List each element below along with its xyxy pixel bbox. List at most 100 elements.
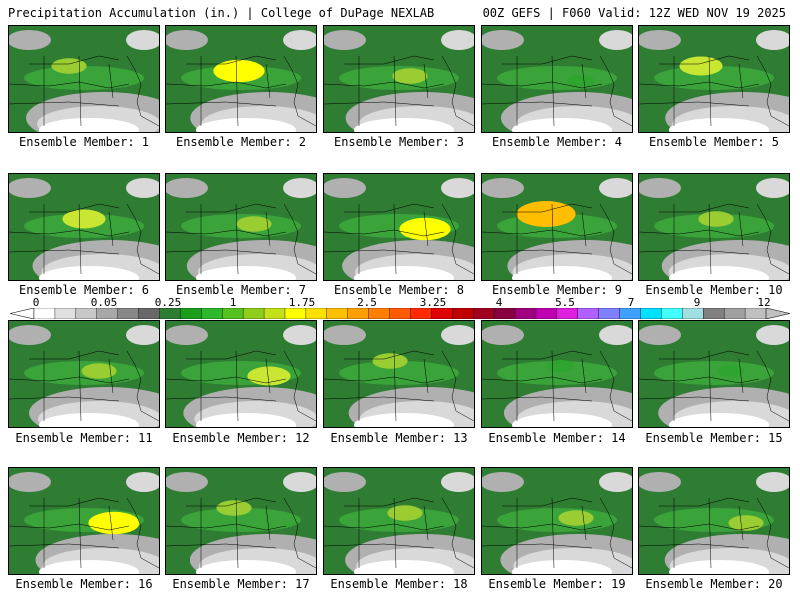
max-precip-area (216, 500, 252, 516)
state-borders (9, 497, 159, 569)
max-precip-area (236, 216, 272, 232)
colorbar-swatch (96, 308, 119, 319)
max-precip-area (81, 363, 117, 379)
dry-area (669, 560, 769, 574)
colorbar-swatch (389, 308, 411, 319)
max-precip-area (213, 59, 265, 83)
state-borders (482, 203, 632, 275)
colorbar-swatch (577, 308, 600, 319)
colorbar-swatch (368, 308, 391, 319)
colorbar-swatch (493, 308, 516, 319)
state-borders (639, 203, 789, 275)
state-borders (324, 350, 474, 422)
precip-map (639, 468, 789, 574)
colorbar-swatch (347, 308, 370, 319)
ensemble-member-label: Ensemble Member: 14 (488, 431, 626, 445)
colorbar-swatch (117, 308, 140, 319)
precip-map (9, 321, 159, 427)
state-borders (482, 55, 632, 127)
ensemble-panel (8, 320, 160, 428)
precip-map (9, 468, 159, 574)
state-borders (639, 350, 789, 422)
precip-map (166, 468, 316, 574)
max-precip-area (387, 505, 423, 521)
precip-map (639, 174, 789, 280)
colorbar-swatch (180, 308, 202, 319)
dry-area (669, 266, 769, 280)
ensemble-member-label: Ensemble Member: 7 (175, 283, 307, 297)
colorbar-swatch (619, 308, 642, 319)
colorbar-swatch (284, 308, 307, 319)
colorbar-tick-label: 1.75 (288, 296, 316, 309)
precip-map (482, 174, 632, 280)
dry-area (756, 472, 789, 492)
dry-area (9, 30, 51, 50)
colorbar-tick-label: 2.5 (357, 296, 377, 309)
ensemble-panel (323, 467, 475, 575)
ensemble-panel (481, 173, 633, 281)
dry-area (512, 118, 612, 132)
rain-band (24, 66, 144, 90)
dry-area (324, 178, 366, 198)
dry-area (599, 30, 632, 50)
state-borders (639, 55, 789, 127)
precipitation-colorbar (10, 308, 790, 319)
ensemble-member-label: Ensemble Member: 18 (330, 577, 468, 591)
dry-area (512, 413, 612, 427)
dry-area (441, 178, 474, 198)
state-borders (324, 55, 474, 127)
precip-map (482, 26, 632, 132)
dry-area (324, 472, 366, 492)
dry-area (39, 560, 139, 574)
colorbar-swatch (556, 308, 579, 319)
ensemble-panel (323, 173, 475, 281)
state-borders (166, 55, 316, 127)
colorbar-swatch (473, 308, 495, 319)
precip-map (324, 26, 474, 132)
ensemble-member-label: Ensemble Member: 8 (333, 283, 465, 297)
dry-area (39, 266, 139, 280)
ensemble-member-label: Ensemble Member: 4 (491, 135, 623, 149)
dry-area (126, 472, 159, 492)
precip-map (166, 26, 316, 132)
max-precip-area (88, 511, 140, 535)
ensemble-member-label: Ensemble Member: 6 (18, 283, 150, 297)
colorbar-tick-label: 4 (495, 296, 503, 309)
dry-area (756, 325, 789, 345)
colorbar-swatch (410, 308, 432, 319)
ensemble-panel (323, 320, 475, 428)
ensemble-panel (481, 25, 633, 133)
precip-map (166, 174, 316, 280)
dry-area (756, 178, 789, 198)
colorbar-tick-label: 5.5 (555, 296, 575, 309)
ensemble-member-label: Ensemble Member: 13 (330, 431, 468, 445)
colorbar-tick-label: 7 (627, 296, 635, 309)
dry-area (482, 178, 524, 198)
max-precip-area (558, 510, 594, 526)
max-precip-area (679, 56, 723, 76)
colorbar-swatch (452, 308, 474, 319)
dry-area (9, 325, 51, 345)
colorbar-tick-label: 0 (32, 296, 40, 309)
ensemble-member-label: Ensemble Member: 16 (15, 577, 153, 591)
run-valid-time: 00Z GEFS | F060 Valid: 12Z WED NOV 19 20… (482, 6, 786, 20)
ensemble-member-label: Ensemble Member: 12 (172, 431, 310, 445)
dry-area (283, 30, 316, 50)
colorbar-tick-label: 0.25 (154, 296, 182, 309)
max-precip-area (372, 353, 408, 369)
colorbar-swatch (682, 308, 704, 319)
dry-area (39, 118, 139, 132)
colorbar-swatch (661, 308, 683, 319)
dry-area (482, 472, 524, 492)
max-precip-area (717, 365, 745, 377)
state-borders (166, 350, 316, 422)
ensemble-panel (638, 173, 790, 281)
precip-map (482, 468, 632, 574)
ensemble-panel (165, 320, 317, 428)
precip-map (9, 174, 159, 280)
colorbar-swatch (33, 308, 56, 319)
state-borders (166, 203, 316, 275)
rain-band (497, 66, 617, 90)
ensemble-panel (323, 25, 475, 133)
precip-map (482, 321, 632, 427)
